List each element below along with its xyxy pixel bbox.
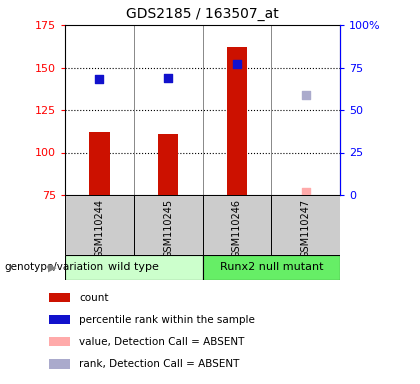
Text: GSM110246: GSM110246 [232,199,242,258]
Point [165,74,171,81]
Text: value, Detection Call = ABSENT: value, Detection Call = ABSENT [79,337,244,347]
Bar [50,359,70,369]
Text: GSM110247: GSM110247 [301,199,311,258]
Point [302,92,309,98]
Point [234,61,240,67]
Bar [89,132,110,195]
Text: wild type: wild type [108,263,159,273]
Bar [202,195,271,255]
Bar [134,195,202,255]
Title: GDS2185 / 163507_at: GDS2185 / 163507_at [126,7,279,21]
Bar [226,47,247,195]
Point [302,189,309,195]
Text: genotype/variation: genotype/variation [4,263,103,273]
Bar [65,255,202,280]
Text: ▶: ▶ [48,263,57,273]
Point [96,76,103,83]
Bar [50,337,70,346]
Bar [50,293,70,302]
Bar [158,134,178,195]
Text: GSM110244: GSM110244 [94,199,105,258]
Bar [271,195,340,255]
Text: percentile rank within the sample: percentile rank within the sample [79,315,255,325]
Bar [50,315,70,324]
Bar [202,255,340,280]
Text: count: count [79,293,108,303]
Text: rank, Detection Call = ABSENT: rank, Detection Call = ABSENT [79,359,239,369]
Bar [65,195,134,255]
Text: GSM110245: GSM110245 [163,199,173,258]
Text: Runx2 null mutant: Runx2 null mutant [220,263,323,273]
